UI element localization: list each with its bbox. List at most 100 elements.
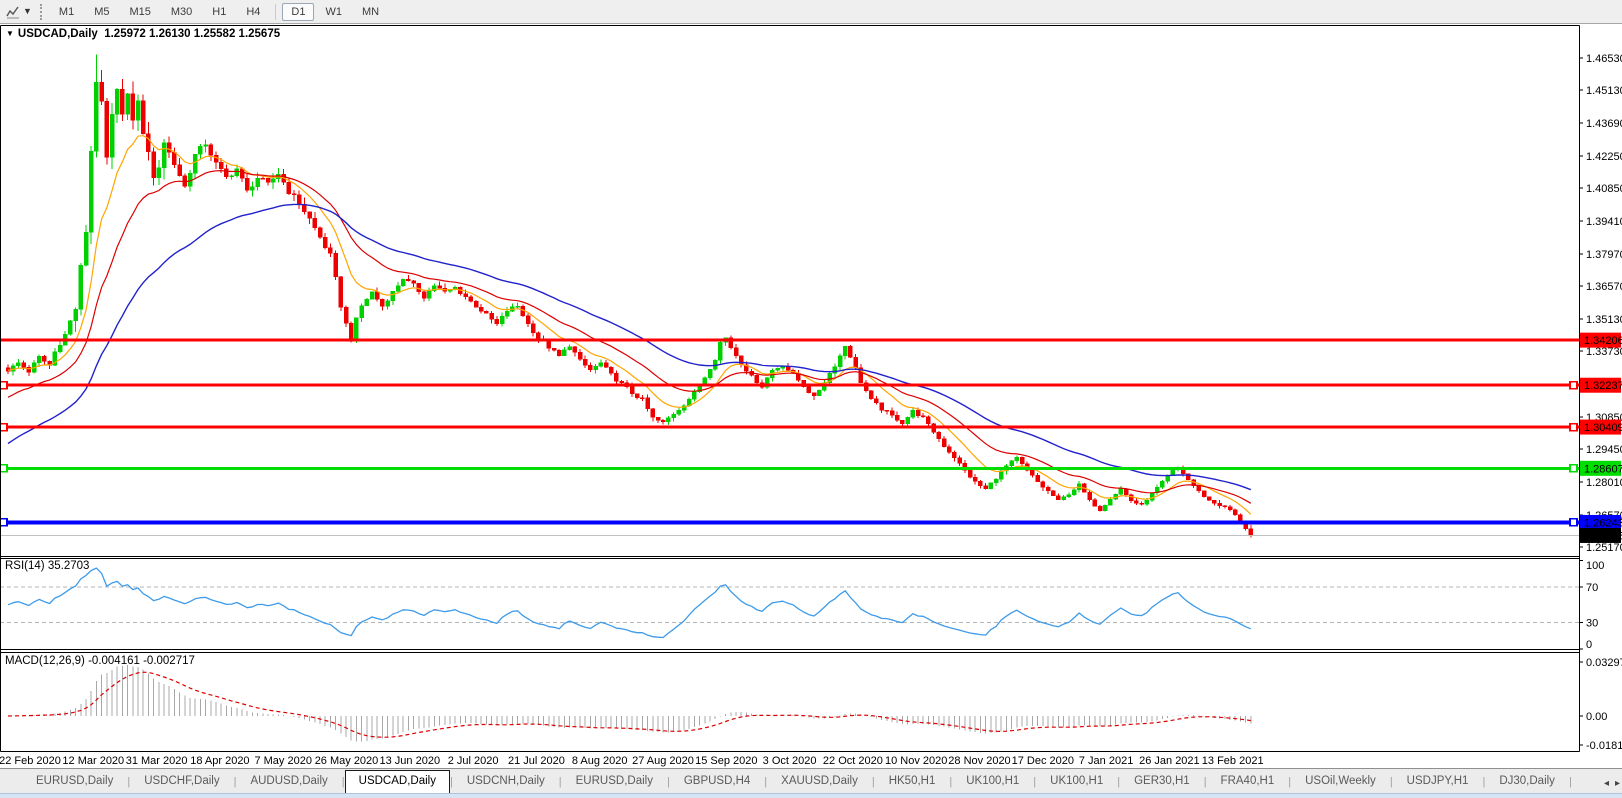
line-handle[interactable] bbox=[1569, 422, 1578, 432]
macd-histogram bbox=[12, 665, 1252, 742]
symbol-tab-bar: EURUSD,Daily | USDCHF,Daily | AUDUSD,Daily | U… bbox=[0, 768, 1622, 793]
tab-separator: | bbox=[1389, 776, 1393, 788]
price-axis-tick: 1.33730 bbox=[1586, 346, 1622, 358]
date-label: 7 May 2020 bbox=[254, 755, 311, 767]
macd-main-value: -0.004161 bbox=[88, 655, 140, 667]
line-handle[interactable] bbox=[0, 518, 8, 527]
tab-usdcad-daily[interactable]: USDCAD,Daily bbox=[344, 770, 450, 793]
tab-usdchf-daily[interactable]: USDCHF,Daily bbox=[144, 775, 220, 787]
tab-usdcnh-daily[interactable]: USDCNH,Daily bbox=[466, 775, 545, 787]
date-label: 27 Aug 2020 bbox=[632, 755, 694, 767]
price-axis-tick: 1.29450 bbox=[1586, 444, 1622, 456]
ohlc-high: 1.26130 bbox=[148, 28, 191, 40]
price-axis-tick: 1.35130 bbox=[1586, 314, 1622, 326]
svg-text:1.30409: 1.30409 bbox=[1584, 422, 1622, 434]
timeframe-button-H1[interactable]: H1 bbox=[212, 5, 227, 18]
tab-uk100-h1[interactable]: UK100,H1 bbox=[966, 775, 1020, 787]
tab-separator: | bbox=[871, 776, 875, 788]
line-handle[interactable] bbox=[0, 380, 8, 390]
ohlc-open: 1.25972 bbox=[104, 28, 146, 40]
chart-canvas: 1.46530 1.45130 1.43690 1.42250 1.40850 1.394… bbox=[0, 25, 1622, 767]
price-axis-tick: 1.37970 bbox=[1586, 249, 1622, 261]
tab-gbpusd-h4[interactable]: GBPUSD,H4 bbox=[683, 775, 751, 787]
level-line-1.32237[interactable] bbox=[0, 380, 1579, 390]
tab-usdjpy-h1[interactable]: USDJPY,H1 bbox=[1406, 775, 1469, 787]
tab-audusd-daily[interactable]: AUDUSD,Daily bbox=[250, 775, 328, 787]
price-axis-tick: 1.40850 bbox=[1586, 183, 1622, 195]
line-handle[interactable] bbox=[0, 464, 8, 473]
tab-separator: | bbox=[1033, 776, 1037, 788]
price-axis-tick: 1.42250 bbox=[1586, 151, 1622, 163]
line-handle[interactable] bbox=[1569, 380, 1578, 390]
timeframe-buttons: M1 M5 M15 M30 H1 H4 D1 W1 MN bbox=[49, 2, 389, 21]
chart-tool-dropdown-icon[interactable]: ▼ bbox=[23, 5, 32, 16]
tabs-scroll-right-icon[interactable]: ▸ bbox=[1614, 778, 1620, 789]
tab-separator: | bbox=[1288, 776, 1292, 788]
tab-separator: | bbox=[233, 776, 237, 788]
chart-tool-icon[interactable] bbox=[4, 3, 22, 21]
line-handle[interactable] bbox=[1569, 464, 1578, 473]
timeframe-button-W1[interactable]: W1 bbox=[325, 5, 342, 18]
date-label: 12 Mar 2020 bbox=[62, 755, 124, 767]
svg-text:1.25675: 1.25675 bbox=[1584, 530, 1622, 542]
ma-line-slow bbox=[7, 203, 1252, 491]
price-axis: 1.46530 1.45130 1.43690 1.42250 1.40850 1.394… bbox=[1579, 53, 1622, 554]
price-axis-tick: 1.28010 bbox=[1586, 477, 1622, 489]
macd-axis-tick: -0.018154 bbox=[1586, 740, 1622, 752]
panel-borders bbox=[0, 25, 1580, 752]
tab-uk100-h1[interactable]: UK100,H1 bbox=[1050, 775, 1104, 787]
date-label: 28 Nov 2020 bbox=[948, 755, 1010, 767]
tab-dj30-daily[interactable]: DJ30,Daily bbox=[1499, 775, 1555, 787]
rsi-axis-tick: 30 bbox=[1586, 618, 1598, 630]
timeframe-button-M5[interactable]: M5 bbox=[94, 5, 110, 18]
indicator-axes: 100 70 30 0 0.032972 0.00 -0.018154 bbox=[1579, 559, 1622, 752]
price-badge-1.30409: 1.30409 bbox=[1580, 419, 1622, 435]
tab-separator: | bbox=[764, 776, 768, 788]
svg-text:1.32237: 1.32237 bbox=[1584, 380, 1622, 392]
collapse-triangle-icon[interactable]: ▼ bbox=[6, 29, 14, 38]
tab-eurusd-daily[interactable]: EURUSD,Daily bbox=[575, 775, 653, 787]
tab-separator: | bbox=[127, 776, 131, 788]
tab-separator: | bbox=[666, 776, 670, 788]
ohlc-close: 1.25675 bbox=[238, 28, 281, 40]
date-axis: 22 Feb 2020 12 Mar 2020 31 Mar 2020 18 Apr … bbox=[0, 755, 1264, 767]
tab-usoil-weekly[interactable]: USOil,Weekly bbox=[1305, 775, 1376, 787]
date-label: 22 Feb 2020 bbox=[0, 755, 61, 767]
top-toolbar: ▼ M1 M5 M15 M30 H1 H4 D1 W1 MN bbox=[0, 0, 1622, 24]
tab-fra40-h1[interactable]: FRA40,H1 bbox=[1220, 775, 1275, 787]
timeframe-button-MN[interactable]: MN bbox=[361, 5, 380, 18]
line-handle[interactable] bbox=[0, 422, 8, 432]
date-label: 7 Jan 2021 bbox=[1079, 755, 1133, 767]
level-line-1.26243[interactable] bbox=[0, 518, 1579, 527]
level-line-1.30409[interactable] bbox=[0, 422, 1579, 432]
timeframe-button-M15[interactable]: M15 bbox=[129, 5, 151, 18]
tab-xauusd-daily[interactable]: XAUUSD,Daily bbox=[781, 775, 858, 787]
timeframe-button-M30[interactable]: M30 bbox=[170, 5, 193, 18]
tab-eurusd-daily[interactable]: EURUSD,Daily bbox=[36, 775, 114, 787]
price-badge-1.34206: 1.34206 bbox=[1580, 332, 1622, 348]
chart-ohlc-title: ▼ USDCAD,Daily 1.25972 1.26130 1.25582 1.… bbox=[6, 28, 280, 40]
price-axis-tick: 1.36570 bbox=[1586, 281, 1622, 293]
date-label: 31 Mar 2020 bbox=[126, 755, 188, 767]
tab-separator: | bbox=[558, 776, 562, 788]
chart-window: 1.46530 1.45130 1.43690 1.42250 1.40850 1.394… bbox=[0, 24, 1622, 768]
candles bbox=[5, 54, 1254, 538]
tab-ger30-h1[interactable]: GER30,H1 bbox=[1134, 775, 1190, 787]
date-label: 17 Dec 2020 bbox=[1012, 755, 1074, 767]
macd-indicator-label: MACD(12,26,9) -0.004161 -0.002717 bbox=[5, 655, 195, 667]
timeframe-button-D1[interactable]: D1 bbox=[282, 2, 315, 21]
date-label: 13 Jun 2020 bbox=[380, 755, 441, 767]
svg-text:1.26243: 1.26243 bbox=[1584, 517, 1622, 529]
tab-china300-h1[interactable]: CHINA300,H1 bbox=[1572, 770, 1582, 793]
timeframe-button-H4[interactable]: H4 bbox=[246, 5, 261, 18]
price-badge-1.32237: 1.32237 bbox=[1580, 377, 1622, 393]
tabs-scroll-left-icon[interactable]: ◂ bbox=[1603, 778, 1609, 789]
price-axis-tick: 1.25170 bbox=[1586, 542, 1622, 554]
line-handle[interactable] bbox=[1569, 518, 1578, 527]
level-line-1.28607[interactable] bbox=[0, 464, 1579, 473]
timeframe-button-M1[interactable]: M1 bbox=[58, 5, 75, 18]
toolbar-grip[interactable] bbox=[39, 3, 42, 20]
tab-separator: | bbox=[1117, 776, 1121, 788]
rsi-axis-tick: 70 bbox=[1586, 582, 1598, 594]
tab-hk50-h1[interactable]: HK50,H1 bbox=[888, 775, 936, 787]
